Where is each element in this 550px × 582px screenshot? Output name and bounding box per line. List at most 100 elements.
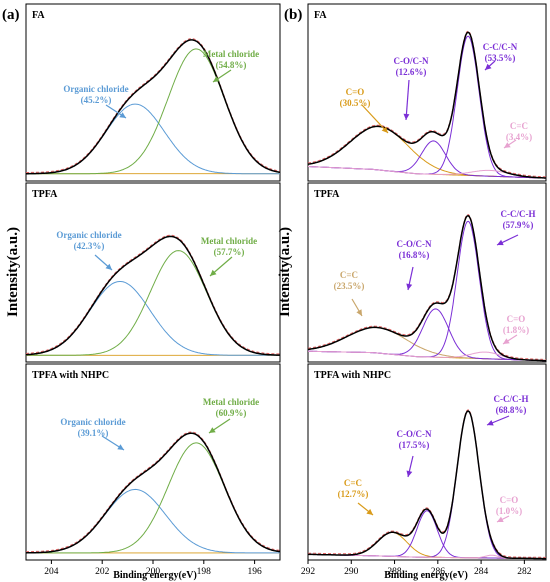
peak-percent-label: (12.7%) [338, 489, 369, 499]
x-tick-label: 288 [387, 567, 402, 577]
x-tick-label: 202 [95, 567, 110, 577]
peak-arrowhead [406, 283, 413, 290]
subplot-a-1: FA Organic chloride(45.2%) Metal chloride(… [25, 3, 281, 182]
envelope-fit-line [307, 31, 546, 179]
peak-arrowhead [503, 338, 510, 344]
peak-arrowhead [356, 309, 362, 316]
x-tick-label: 284 [474, 567, 489, 577]
peak-percent-label: (60.9%) [216, 408, 247, 418]
peak-percent-label: (42.3%) [74, 241, 105, 251]
peak-name-label: C-C/C-H [501, 209, 536, 219]
plot-frame [307, 3, 547, 182]
peak-arrowhead [213, 76, 220, 82]
peak-name-label: C-O/C-N [394, 56, 429, 66]
plot-frame [307, 182, 547, 363]
peak-percent-label: (16.8%) [399, 250, 430, 260]
peak-name-label: C=O [346, 87, 365, 97]
peak-name-label: C=C [344, 478, 362, 488]
component-peak [26, 250, 280, 356]
peak-percent-label: (53.5%) [485, 53, 516, 63]
subplot-title: FA [314, 10, 327, 21]
panel-a-label: (a) [2, 7, 20, 23]
peak-percent-label: (54.8%) [216, 60, 247, 70]
subplot-title: TPFA [314, 189, 340, 200]
peak-name-label: C=O [500, 495, 519, 505]
raw-data-line [26, 38, 281, 173]
peak-arrowhead [119, 112, 126, 118]
peak-arrowhead [504, 142, 511, 148]
subplot-b-2: TPFA C=C(23.5%) C-O/C-N(16.8%) C-C/C-H(57.9… [307, 182, 547, 363]
plot-frame [25, 3, 281, 182]
peak-arrowhead [366, 508, 373, 515]
peak-percent-label: (39.1%) [78, 428, 109, 438]
peak-percent-label: (17.5%) [399, 440, 430, 450]
peak-name-label: C-O/C-N [397, 239, 432, 249]
raw-data-line [307, 30, 546, 178]
plot-frame [25, 363, 281, 561]
peak-percent-label: (1.0%) [496, 506, 522, 516]
panel-b-ylabel: Intensity(a.u.) [277, 227, 293, 317]
peak-percent-label: (30.5%) [340, 98, 371, 108]
x-tick-label: 196 [247, 567, 262, 577]
peak-percent-label: (12.6%) [396, 67, 427, 77]
peak-percent-label: (57.9%) [503, 220, 534, 230]
peak-name-label: C=O [507, 314, 526, 324]
peak-name-label: Metal chloride [201, 236, 257, 246]
raw-data-line [308, 409, 546, 558]
x-tick-label: 198 [197, 567, 212, 577]
plot-frame [25, 182, 281, 363]
component-peak [26, 442, 281, 554]
peak-arrowhead [406, 470, 413, 477]
panel-b-xlabel: Binding energy(eV) [384, 570, 468, 581]
envelope-fit-line [308, 410, 546, 560]
subplot-b-1: FA C=O(30.5%) C-O/C-N(12.6%) C-C/C-N(53.5%)… [307, 3, 547, 182]
envelope-fit-line [25, 432, 281, 554]
peak-name-label: C-O/C-N [397, 429, 432, 439]
peak-name-label: Metal chloride [203, 49, 259, 59]
x-tick-label: 292 [301, 567, 316, 577]
peak-percent-label: (57.7%) [214, 247, 245, 257]
x-tick-label: 204 [44, 567, 59, 577]
subplot-title: TPFA with NHPC [32, 370, 109, 381]
peak-arrowhead [210, 269, 217, 276]
subplot-title: FA [32, 10, 45, 21]
peak-name-label: C=C [340, 270, 358, 280]
subplot-title: TPFA with NHPC [314, 370, 391, 381]
x-tick-label: 200 [146, 567, 161, 577]
peak-name-label: Metal chloride [203, 397, 259, 407]
peak-arrowhead [497, 239, 504, 246]
panel-b-label: (b) [284, 7, 302, 23]
peak-percent-label: (1.8%) [503, 325, 529, 335]
peak-name-label: C-C/C-H [494, 394, 529, 404]
peak-arrow [361, 104, 389, 134]
peak-name-label: C=C [510, 121, 528, 131]
raw-data-line [25, 234, 280, 355]
peak-arrowhead [487, 420, 494, 426]
component-peak [308, 510, 546, 560]
peak-arrow [405, 79, 410, 121]
peak-arrowhead [105, 263, 112, 270]
envelope-fit-line [25, 235, 280, 356]
component-peak [25, 488, 280, 554]
subplot-b-3: TPFA with NHPC 292 290 288 286 284 282 C=C(12.7… [301, 363, 547, 577]
peak-arrowhead [209, 427, 216, 433]
peak-percent-label: (23.5%) [334, 281, 365, 291]
subplot-a-2: TPFA Organic chloride(42.3%) Metal chlorid… [25, 182, 281, 363]
envelope-fit-line [307, 214, 547, 362]
peak-percent-label: (45.2%) [81, 95, 112, 105]
x-tick-label: 290 [344, 567, 359, 577]
peak-arrowhead [485, 63, 492, 70]
peak-arrowhead [497, 516, 504, 522]
subplot-title: TPFA [32, 189, 58, 200]
panel-b: (b) Intensity(a.u.) Binding energy(eV) [277, 7, 468, 581]
peak-name-label: Organic chloride [63, 84, 128, 94]
x-tick-label: 282 [517, 567, 532, 577]
subplot-a-3: TPFA with NHPC 204 202 200 198 196 Organic chl… [25, 363, 281, 577]
plot-frame [307, 363, 547, 561]
component-peak [25, 281, 280, 356]
x-tick-label: 286 [431, 567, 446, 577]
peak-percent-label: (3.4%) [506, 132, 532, 142]
component-peak [26, 103, 280, 175]
